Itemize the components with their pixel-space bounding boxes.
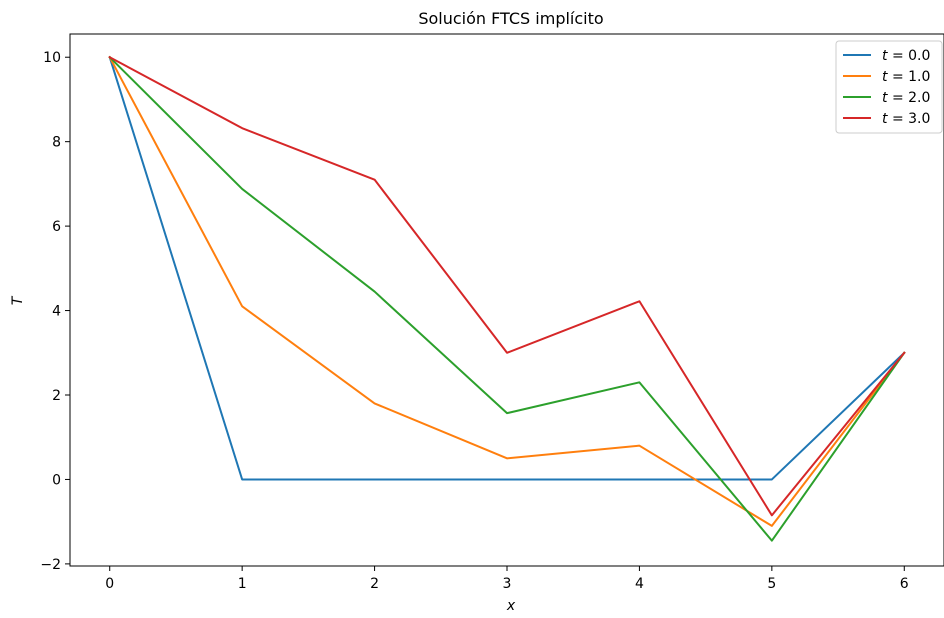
series-line-1 [108,55,906,527]
legend-label-0: t = 0.0 [882,48,930,64]
series-line-0 [108,55,906,481]
y-tick-label: 0 [52,472,61,488]
y-tick-label: 2 [52,388,61,404]
y-tick-label: 10 [43,50,61,66]
series-line-3 [108,55,906,517]
x-tick-label: 1 [238,576,247,592]
legend-label-1: t = 1.0 [882,69,930,85]
legend: t = 0.0 t = 1.0 t = 2.0 t = 3.0 [835,40,943,134]
y-tick-label: 4 [52,304,61,320]
y-tick-label: 6 [52,219,61,235]
x-tick-label: 0 [105,576,114,592]
x-tick-label: 3 [503,576,512,592]
plot-frame [69,33,944,567]
y-axis: −2 0 2 4 6 8 10 [40,50,70,573]
x-tick-label: 4 [635,576,644,592]
legend-label-3: t = 3.0 [882,111,930,127]
chart-title: Solución FTCS implícito [418,9,603,28]
legend-box [835,40,943,134]
y-tick-label: 8 [52,135,61,151]
plot-lines [108,55,906,542]
x-axis-label: x [506,598,516,614]
legend-label-2: t = 2.0 [882,90,930,106]
x-tick-label: 2 [370,576,379,592]
x-tick-label: 5 [767,576,776,592]
x-tick-label: 6 [900,576,909,592]
y-axis-label: T [10,295,26,305]
x-axis: 0 1 2 3 4 5 6 [105,566,909,592]
y-tick-label: −2 [40,557,61,573]
series-line-2 [108,55,906,542]
